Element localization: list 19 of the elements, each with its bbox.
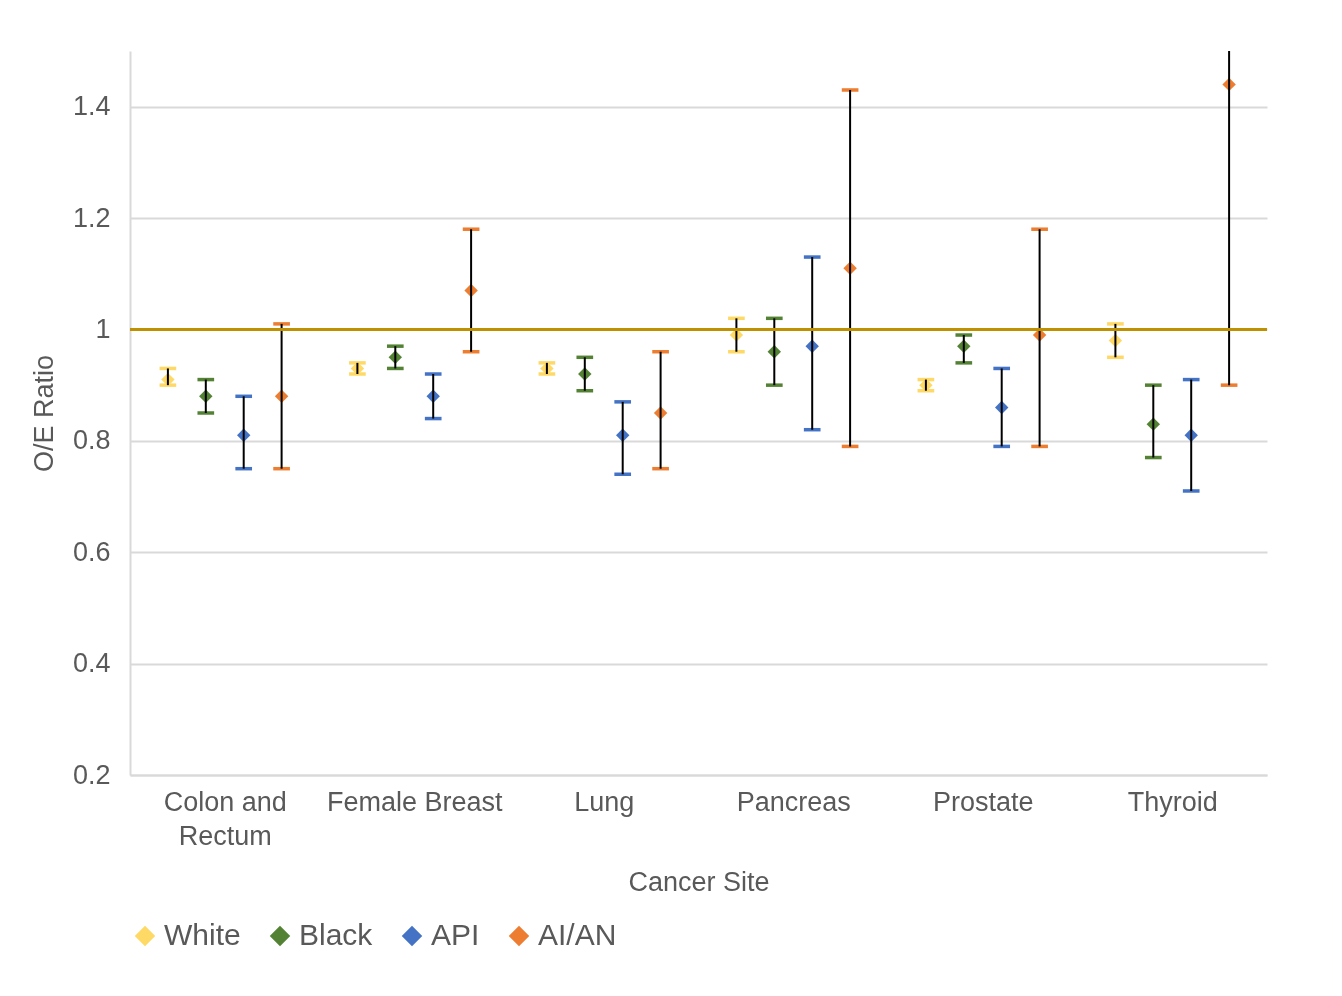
y-tick-label: 0.4 <box>72 648 111 679</box>
y-tick-label: 1.2 <box>72 202 111 233</box>
legend-label: API <box>431 918 480 951</box>
x-tick-label: Lung <box>574 786 635 817</box>
y-tick-label: 0.2 <box>72 759 111 790</box>
x-tick-label: Thyroid <box>1127 786 1218 817</box>
y-axis-title: O/E Ratio <box>28 354 59 473</box>
x-tick-label: Colon and Rectum <box>163 786 287 851</box>
y-tick-label: 0.8 <box>72 425 111 456</box>
y-tick-label: 1.4 <box>72 91 111 122</box>
legend-label: Black <box>299 918 374 951</box>
x-tick-label: Prostate <box>932 786 1034 817</box>
y-tick-label: 0.6 <box>72 536 111 567</box>
y-tick-label: 1 <box>95 313 111 344</box>
legend-label: AI/AN <box>538 918 617 951</box>
x-tick-label: Pancreas <box>736 786 851 817</box>
x-axis-title: Cancer Site <box>628 866 770 897</box>
legend-label: White <box>164 918 241 951</box>
x-tick-label: Female Breast <box>326 786 504 817</box>
